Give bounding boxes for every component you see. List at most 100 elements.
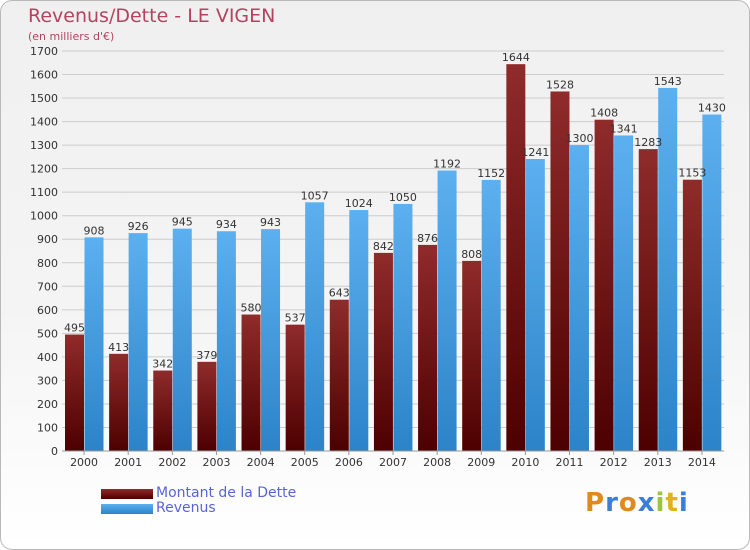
- data-label-dette: 1528: [546, 78, 574, 91]
- data-label-dette: 1283: [634, 136, 662, 149]
- x-tick-label: 2008: [423, 456, 451, 469]
- y-tick-label: 500: [37, 327, 58, 340]
- y-tick-label: 600: [37, 304, 58, 317]
- y-tick-label: 1500: [30, 92, 58, 105]
- proxiti-logo: Proxiti: [585, 488, 689, 518]
- legend-swatch-dette: [101, 489, 153, 499]
- data-label-dette: 537: [285, 312, 306, 325]
- bar-revenus: [128, 233, 148, 451]
- chart-subtitle: (en milliers d'€): [28, 30, 115, 43]
- data-label-revenus: 1341: [610, 122, 638, 135]
- data-label-revenus: 1057: [301, 189, 329, 202]
- legend-swatch-revenus: [101, 504, 153, 514]
- data-label-revenus: 1050: [389, 191, 417, 204]
- x-tick-label: 2011: [556, 456, 584, 469]
- data-label-revenus: 1241: [521, 146, 549, 159]
- bar-revenus: [261, 229, 281, 451]
- bar-dette: [65, 334, 84, 451]
- x-axis-ticks: 2000 2001 2002 2003 2004 2005 2006 2007 2008 2009…: [70, 451, 716, 469]
- bar-revenus: [481, 179, 501, 452]
- data-label-dette: 1644: [502, 51, 530, 64]
- x-tick-label: 2014: [688, 456, 716, 469]
- data-label-dette: 808: [461, 248, 482, 261]
- bar-revenus: [525, 159, 545, 451]
- data-label-revenus: 934: [216, 218, 237, 231]
- data-label-dette: 342: [152, 358, 173, 371]
- bar-dette: [109, 353, 129, 451]
- legend-label-dette: Montant de la Dette: [156, 485, 297, 501]
- data-label-dette: 1153: [678, 167, 706, 180]
- y-tick-label: 800: [37, 257, 58, 270]
- data-label-revenus: 1543: [654, 75, 682, 88]
- logo-letter: P: [585, 488, 606, 518]
- data-label-dette: 842: [373, 240, 394, 253]
- y-tick-label: 400: [37, 351, 58, 364]
- bar-dette: [550, 91, 570, 452]
- x-tick-label: 2006: [335, 456, 363, 469]
- logo-letter: i: [678, 488, 689, 518]
- bar-dette: [418, 244, 438, 451]
- y-axis-ticks: 0 100 200 300 400 500 600 700 800 900 1000 1100 1200…: [30, 45, 58, 458]
- bar-revenus: [658, 87, 678, 452]
- bar-revenus: [702, 114, 722, 451]
- bar-revenus: [569, 145, 589, 451]
- logo-letter: x: [637, 488, 656, 518]
- bar-dette: [594, 119, 614, 452]
- data-label-revenus: 945: [172, 216, 193, 229]
- x-tick-label: 2001: [114, 456, 142, 469]
- bar-dette: [638, 149, 658, 451]
- bar-dette: [682, 179, 702, 452]
- data-label-revenus: 1152: [477, 167, 505, 180]
- bar-revenus: [393, 203, 413, 451]
- data-label-dette: 643: [329, 287, 350, 300]
- x-tick-label: 2005: [291, 456, 319, 469]
- y-tick-label: 1400: [30, 116, 58, 129]
- x-tick-label: 2002: [158, 456, 186, 469]
- data-labels: 495 908 413 926 342 945 379 934 580 943 537 1057 643…: [64, 51, 726, 370]
- x-tick-label: 2007: [379, 456, 407, 469]
- data-label-dette: 495: [64, 322, 85, 335]
- y-tick-label: 1100: [30, 186, 58, 199]
- bar-revenus: [216, 231, 236, 451]
- data-label-dette: 580: [241, 302, 262, 315]
- x-tick-label: 2000: [70, 456, 98, 469]
- bar-dette: [241, 314, 261, 451]
- data-label-revenus: 1300: [565, 132, 593, 145]
- bar-dette: [153, 370, 173, 451]
- data-label-dette: 413: [108, 341, 129, 354]
- y-tick-label: 1300: [30, 139, 58, 152]
- y-tick-label: 100: [37, 421, 58, 434]
- bar-dette: [462, 260, 482, 451]
- bar-dette: [285, 324, 305, 451]
- x-tick-label: 2004: [247, 456, 275, 469]
- bar-dette: [329, 299, 349, 451]
- y-tick-label: 1200: [30, 163, 58, 176]
- data-label-revenus: 1024: [345, 197, 373, 210]
- y-tick-label: 1700: [30, 45, 58, 58]
- data-label-dette: 1408: [590, 107, 618, 120]
- logo-letter: i: [655, 488, 666, 518]
- bar-revenus: [172, 228, 192, 451]
- logo-letter: t: [665, 488, 679, 518]
- data-label-revenus: 1192: [433, 158, 461, 171]
- y-tick-label: 1600: [30, 69, 58, 82]
- x-tick-label: 2003: [202, 456, 230, 469]
- data-label-revenus: 943: [260, 216, 281, 229]
- bar-dette: [506, 64, 526, 452]
- bar-revenus: [437, 170, 457, 451]
- bar-revenus: [84, 237, 104, 451]
- y-tick-label: 200: [37, 398, 58, 411]
- bar-revenus: [349, 210, 369, 451]
- y-tick-label: 700: [37, 280, 58, 293]
- bar-revenus: [614, 135, 634, 451]
- bars: [65, 64, 722, 452]
- y-tick-label: 1000: [30, 210, 58, 223]
- y-tick-label: 900: [37, 233, 58, 246]
- grid: [62, 50, 724, 428]
- data-label-revenus: 1430: [698, 102, 726, 115]
- data-label-revenus: 926: [128, 220, 149, 233]
- y-tick-label: 300: [37, 374, 58, 387]
- data-label-revenus: 908: [84, 224, 105, 237]
